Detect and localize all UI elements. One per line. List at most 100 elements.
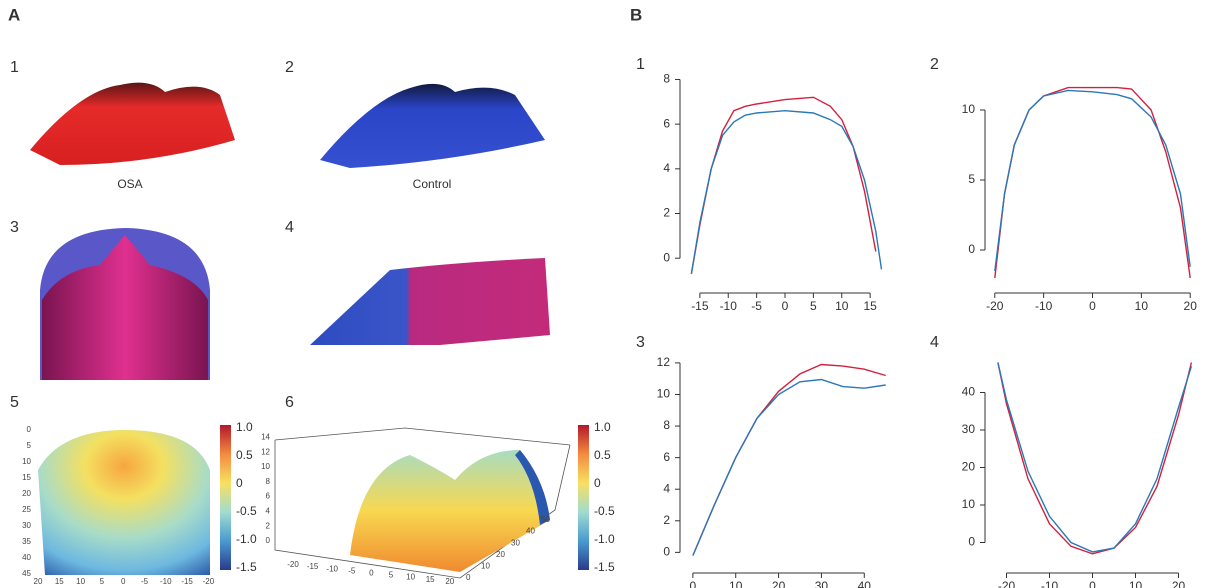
x-tick-label: -15 [181, 577, 193, 586]
subpanel-label: 4 [285, 219, 294, 236]
x-tick-label: 20 [34, 577, 43, 586]
y-tick-label: 10 [481, 562, 490, 571]
colorbar-tick-label: 0.5 [594, 448, 611, 462]
colorbar-tick-label: 1.0 [236, 420, 253, 434]
y-tick-label: 6 [663, 116, 670, 130]
x-tick-label: 10 [76, 577, 85, 586]
y-tick-label: 0 [968, 242, 975, 256]
x-tick-label: 20 [772, 579, 786, 588]
x-tick-label: -20 [203, 577, 215, 586]
x-tick-label: 15 [55, 577, 64, 586]
x-tick-label: -10 [1035, 299, 1053, 313]
x-tick-label: 5 [389, 571, 394, 580]
subpanel-label: 5 [10, 394, 19, 411]
colorbar-tick-label: -1.0 [594, 532, 615, 546]
z-tick-label: 8 [266, 477, 271, 486]
panel-label: B [630, 5, 642, 24]
z-tick-label: 12 [261, 447, 270, 456]
x-tick-label: 15 [863, 299, 877, 313]
y-tick-label: 10 [657, 387, 671, 401]
line [994, 89, 1191, 272]
chart-label: 1 [636, 56, 645, 73]
y-tick-label: 2 [663, 206, 670, 220]
panel-a-images [30, 82, 589, 579]
colorbar-tick-label: -1.5 [236, 560, 257, 574]
y-tick-label: 5 [968, 172, 975, 186]
y-tick-label: 30 [22, 521, 31, 530]
x-tick-label: 0 [369, 569, 374, 578]
overlay-shape [42, 235, 208, 380]
x-tick-label: 20 [1184, 299, 1198, 313]
x-tick-label: 10 [406, 573, 415, 582]
colorbar-tick-label: -1.0 [236, 532, 257, 546]
x-tick-label: -15 [307, 562, 319, 571]
colorbar [578, 425, 589, 570]
line [997, 362, 1193, 553]
line [692, 378, 886, 556]
x-tick-label: -5 [141, 577, 149, 586]
subpanel-label: 2 [285, 59, 294, 76]
subpanel-label: 1 [10, 59, 19, 76]
z-tick-label: 6 [266, 492, 271, 501]
x-tick-label: -10 [720, 299, 738, 313]
y-tick-label: 12 [657, 355, 671, 369]
y-tick-label: 10 [962, 102, 976, 116]
y-tick-label: 40 [962, 385, 976, 399]
control-shape [320, 83, 545, 168]
x-tick-label: 10 [1129, 579, 1143, 588]
x-tick-label: -20 [998, 579, 1016, 588]
surface-box [274, 427, 571, 579]
x-tick-label: -10 [1041, 579, 1059, 588]
panel-label: A [8, 5, 20, 24]
y-tick-label: 15 [22, 473, 31, 482]
x-tick-label: 0 [1089, 579, 1096, 588]
x-tick-label: -20 [986, 299, 1004, 313]
y-tick-label: 10 [22, 457, 31, 466]
x-tick-label: -15 [691, 299, 709, 313]
y-tick-label: 45 [22, 569, 31, 578]
x-tick-label: 10 [729, 579, 743, 588]
y-tick-label: 8 [663, 72, 670, 86]
chart-label: 2 [930, 56, 939, 73]
z-tick-label: 0 [266, 536, 271, 545]
subpanel-label: 6 [285, 394, 294, 411]
z-tick-label: 4 [266, 507, 271, 516]
y-tick-label: 30 [511, 538, 520, 547]
surface-edge [515, 450, 550, 525]
line [997, 362, 1193, 555]
x-tick-label: 30 [815, 579, 829, 588]
caption: OSA [117, 177, 142, 191]
subpanel-label: 3 [10, 219, 19, 236]
chart-label: 4 [930, 334, 939, 351]
z-tick-label: 14 [261, 433, 270, 442]
heatmap [38, 430, 210, 575]
colorbar-tick-label: 0.5 [236, 448, 253, 462]
y-tick-label: 20 [496, 550, 505, 559]
line [692, 363, 886, 556]
y-tick-label: 0 [466, 573, 471, 582]
colorbar-tick-label: 0 [236, 476, 243, 490]
x-tick-label: -5 [751, 299, 762, 313]
surface [350, 450, 550, 572]
x-tick-label: 15 [426, 575, 435, 584]
y-tick-label: 8 [663, 418, 670, 432]
y-tick-label: 0 [968, 535, 975, 549]
x-tick-label: 0 [782, 299, 789, 313]
y-tick-label: 50 [541, 515, 550, 524]
y-tick-label: 10 [962, 497, 976, 511]
y-tick-label: 4 [663, 481, 670, 495]
y-tick-label: 40 [22, 553, 31, 562]
z-tick-label: 10 [261, 462, 270, 471]
x-tick-label: 5 [810, 299, 817, 313]
x-tick-label: 20 [445, 577, 454, 586]
y-tick-label: 20 [962, 460, 976, 474]
y-tick-label: 6 [663, 450, 670, 464]
x-tick-label: 40 [858, 579, 872, 588]
y-tick-label: 35 [22, 537, 31, 546]
caption: Control [413, 177, 452, 191]
colorbar [220, 425, 231, 570]
z-tick-label: 2 [266, 521, 271, 530]
colorbar-tick-label: 0 [594, 476, 601, 490]
y-tick-label: 30 [962, 422, 976, 436]
